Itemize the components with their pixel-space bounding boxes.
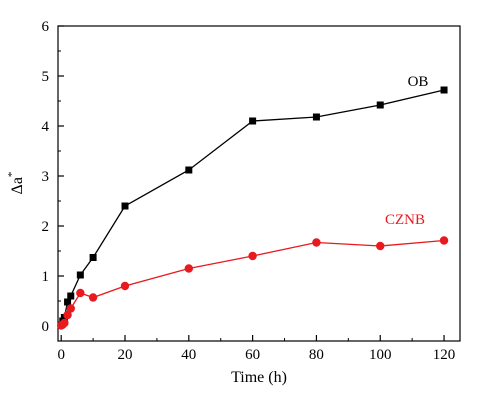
x-tick-label: 20: [118, 347, 133, 363]
x-tick-label: 80: [309, 347, 324, 363]
data-point: [121, 202, 129, 210]
y-axis-label-sup: *: [6, 172, 18, 178]
series-line: [60, 89, 445, 326]
data-point: [88, 293, 98, 302]
y-tick-label: 3: [42, 169, 50, 185]
x-tick-label: 100: [369, 347, 392, 363]
x-tick-label: 60: [245, 347, 260, 363]
y-tick-label: 4: [42, 119, 50, 135]
x-tick-label: 0: [57, 347, 65, 363]
series-ob: [57, 86, 448, 329]
series-cznb: [56, 236, 449, 330]
data-point: [376, 101, 384, 109]
y-axis-label-base: Δa: [9, 177, 26, 194]
y-axis-label: Δa*: [6, 172, 26, 195]
plot-frame: [57, 25, 461, 342]
axis-ticks: 0 20 40 60 80 100 120 0 1 2 3 4 5 6: [42, 19, 456, 363]
data-point: [63, 310, 72, 320]
data-point: [185, 166, 193, 174]
y-tick-label: 5: [42, 69, 50, 85]
data-point: [120, 281, 130, 291]
data-point: [76, 271, 84, 279]
data-point: [249, 117, 257, 125]
y-tick-label: 2: [42, 219, 50, 235]
series-label-cznb: CZNB: [385, 212, 425, 228]
data-point: [76, 288, 85, 298]
data-point: [312, 238, 321, 247]
data-point: [440, 86, 448, 94]
x-tick-label: 40: [181, 347, 196, 363]
data-point: [184, 264, 194, 273]
data-point: [248, 251, 257, 261]
x-tick-label: 120: [433, 347, 456, 363]
series-layer: [56, 86, 449, 330]
y-tick-label: 1: [42, 269, 50, 285]
data-point: [312, 113, 320, 121]
data-point: [64, 298, 72, 306]
y-tick-label: 6: [42, 19, 50, 35]
series-label-ob: OB: [408, 74, 429, 90]
data-point: [439, 236, 449, 245]
data-point: [66, 304, 75, 313]
x-axis-label: Time (h): [231, 369, 287, 386]
data-point: [60, 318, 69, 328]
data-point: [89, 254, 97, 261]
data-point: [67, 292, 75, 300]
data-point: [376, 241, 385, 251]
y-tick-label: 0: [42, 319, 50, 335]
